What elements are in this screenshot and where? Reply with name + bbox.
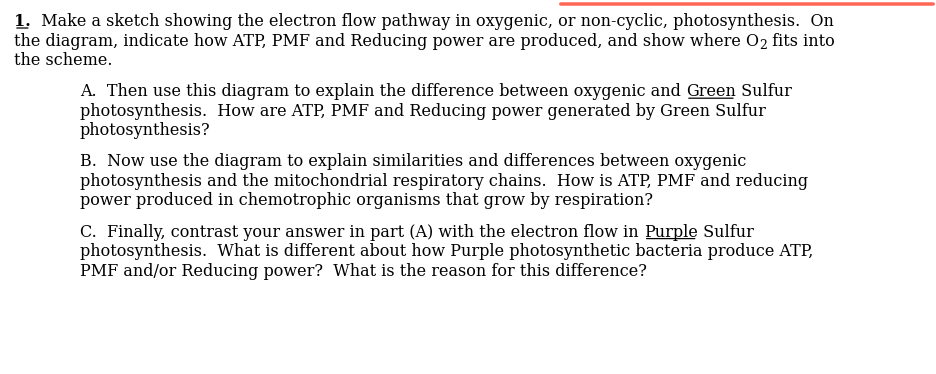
Text: Make a sketch showing the electron flow pathway in oxygenic, or non-cyclic, phot: Make a sketch showing the electron flow … xyxy=(31,13,834,30)
Text: B.  Now use the diagram to explain similarities and differences between oxygenic: B. Now use the diagram to explain simila… xyxy=(80,153,746,171)
Text: photosynthesis.  What is different about how Purple photosynthetic bacteria prod: photosynthesis. What is different about … xyxy=(80,243,813,260)
Text: 1.: 1. xyxy=(14,13,31,30)
Text: photosynthesis and the mitochondrial respiratory chains.  How is ATP, PMF and re: photosynthesis and the mitochondrial res… xyxy=(80,173,808,190)
Text: C.  Finally, contrast your answer in part (A) with the electron flow in: C. Finally, contrast your answer in part… xyxy=(80,224,644,240)
Text: the scheme.: the scheme. xyxy=(14,52,112,69)
Text: Sulfur: Sulfur xyxy=(736,83,792,100)
Text: fits into: fits into xyxy=(767,33,835,49)
Text: Purple: Purple xyxy=(644,224,697,240)
Text: power produced in chemotrophic organisms that grow by respiration?: power produced in chemotrophic organisms… xyxy=(80,192,653,209)
Text: Sulfur: Sulfur xyxy=(697,224,753,240)
Text: 2: 2 xyxy=(759,39,767,52)
Text: photosynthesis.  How are ATP, PMF and Reducing power generated by Green Sulfur: photosynthesis. How are ATP, PMF and Red… xyxy=(80,103,766,120)
Text: PMF and/or Reducing power?  What is the reason for this difference?: PMF and/or Reducing power? What is the r… xyxy=(80,263,647,280)
Text: A.  Then use this diagram to explain the difference between oxygenic and: A. Then use this diagram to explain the … xyxy=(80,83,686,100)
Text: the diagram, indicate how ATP, PMF and Reducing power are produced, and show whe: the diagram, indicate how ATP, PMF and R… xyxy=(14,33,759,49)
Text: photosynthesis?: photosynthesis? xyxy=(80,122,211,139)
Text: Green: Green xyxy=(686,83,736,100)
